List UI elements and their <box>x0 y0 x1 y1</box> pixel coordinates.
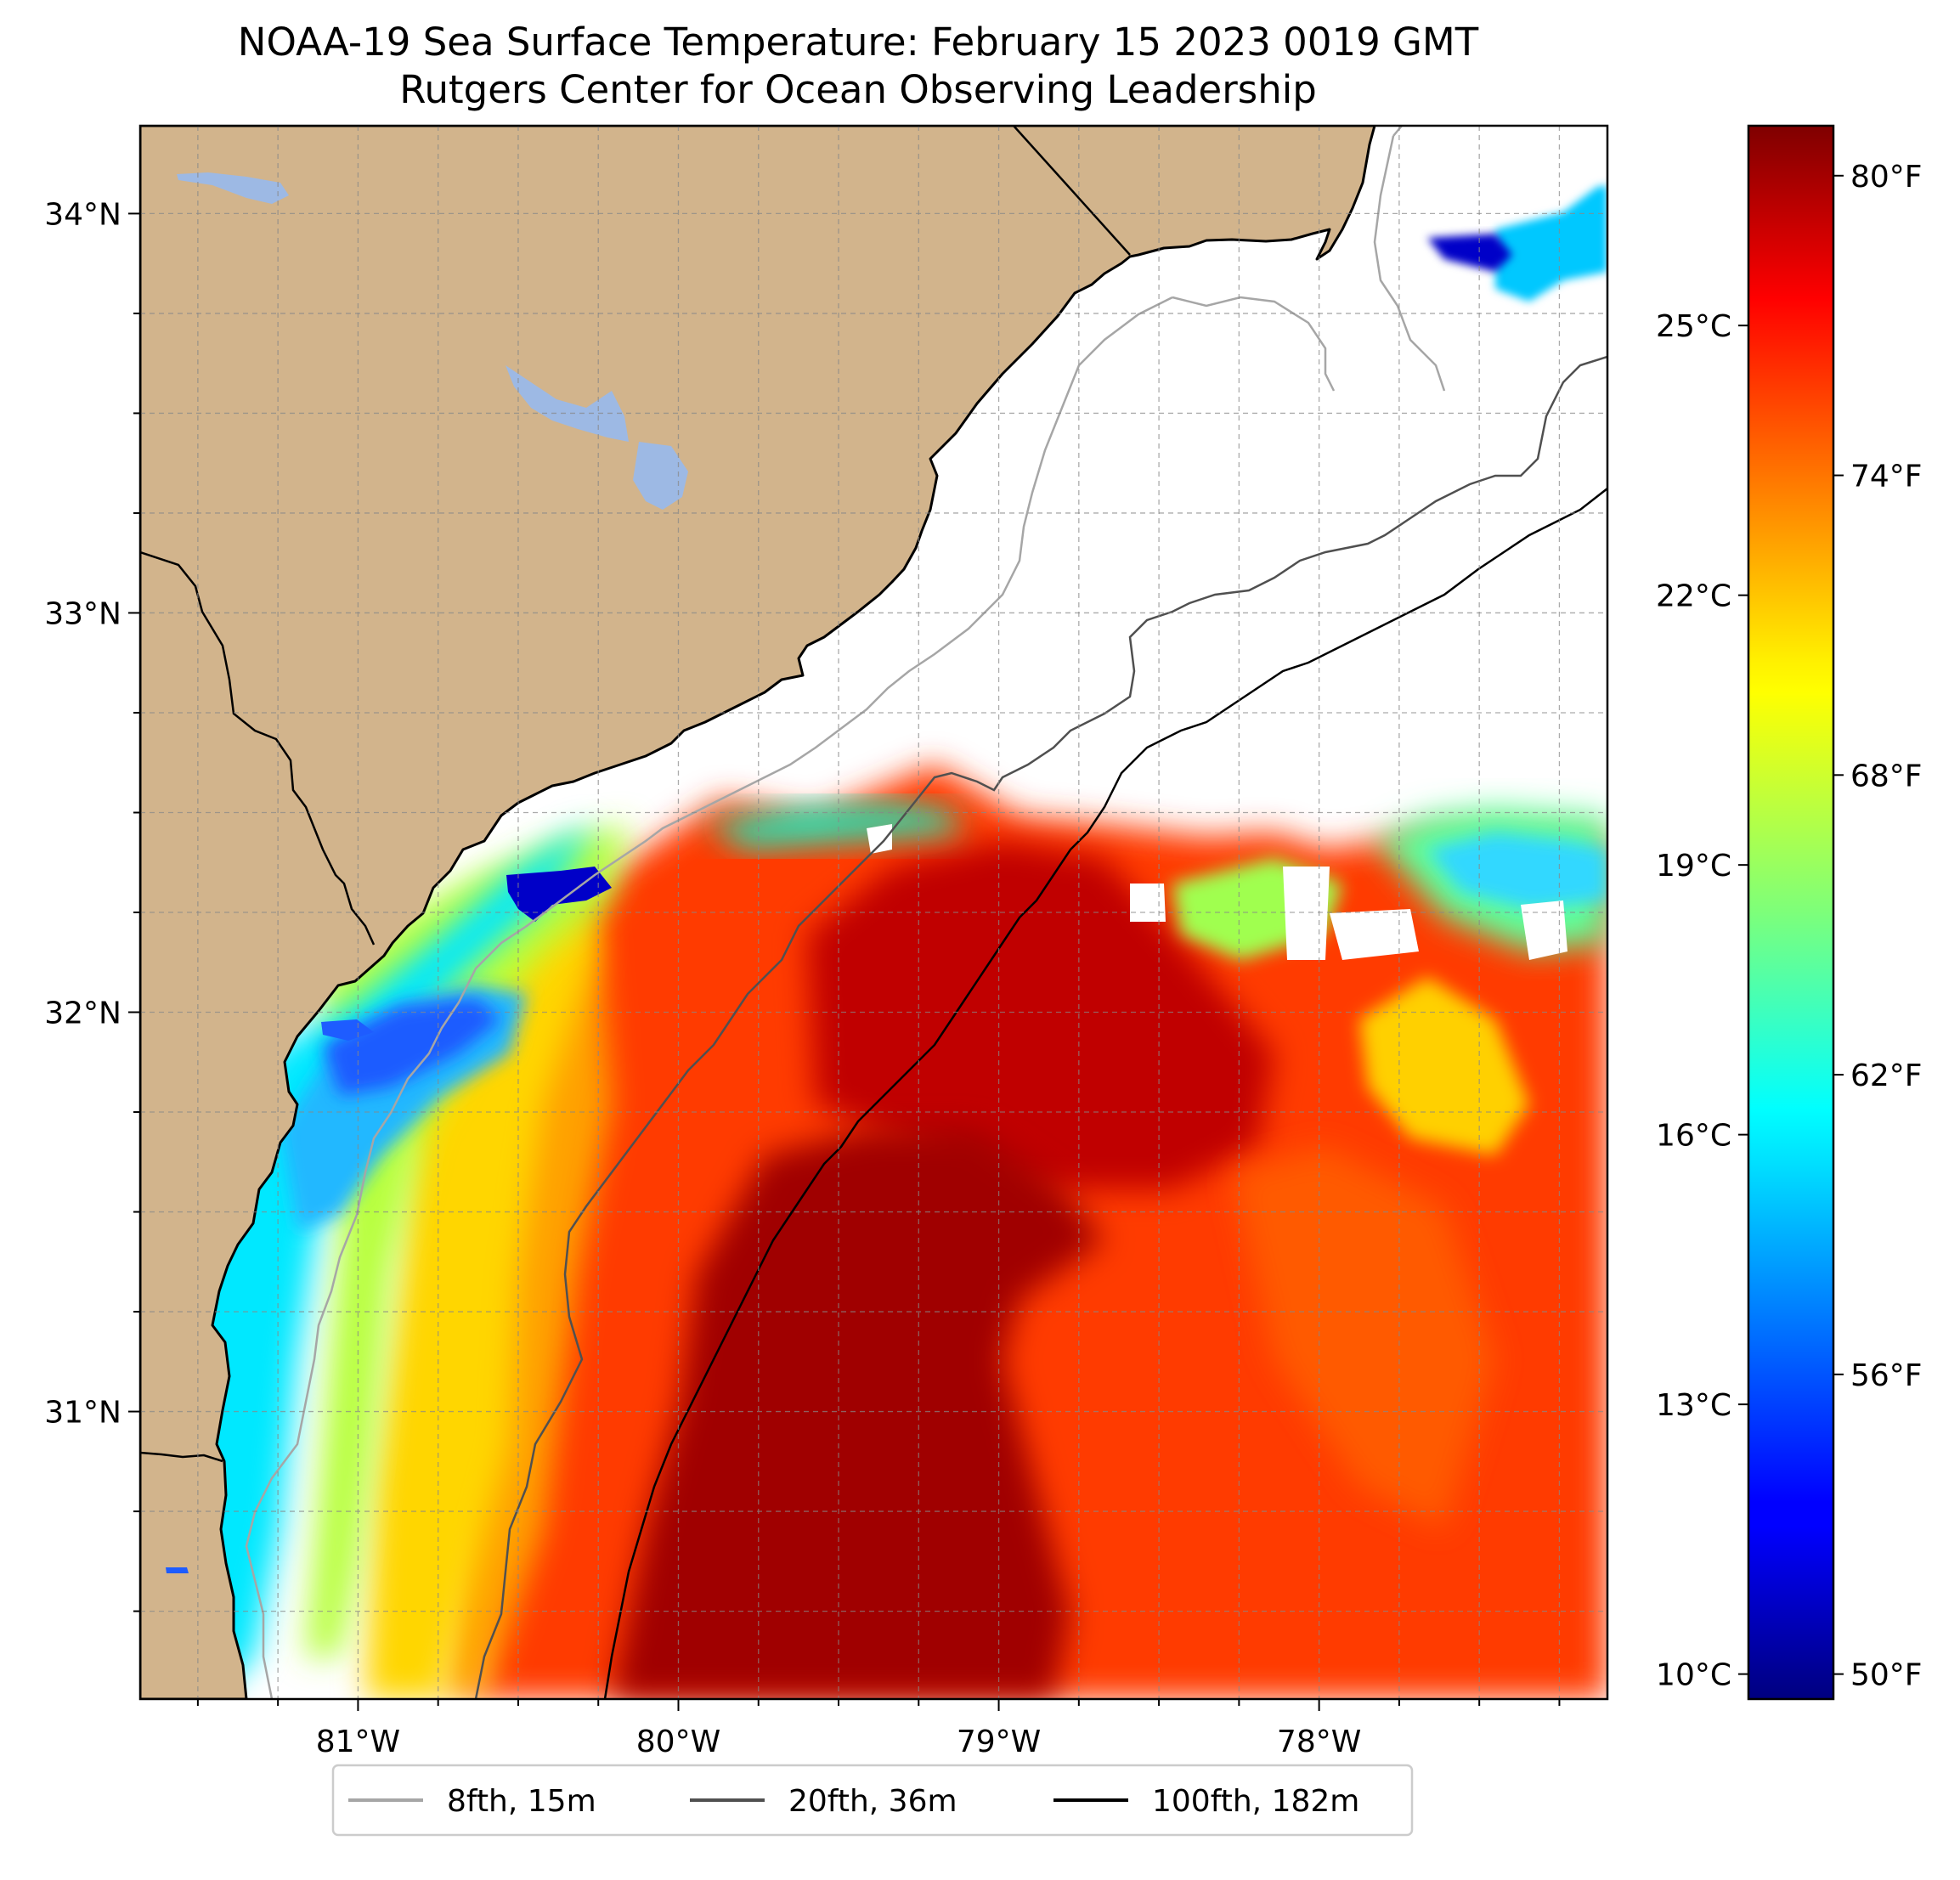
map-area <box>140 126 1607 1699</box>
state-border <box>1013 126 1131 256</box>
map-subtitle: Rutgers Center for Ocean Observing Leade… <box>399 67 1317 112</box>
lake <box>633 442 688 510</box>
map-ticks: 81°W 80°W 79°W 78°W 31°N 32°N 33°N 34°N <box>44 197 1561 1759</box>
cold-nearshore-patch <box>506 867 612 922</box>
legend-label: 8fth, 15m <box>447 1784 596 1819</box>
legend-box <box>331 1764 1414 1837</box>
sst-cyan-nearshore <box>153 824 595 1699</box>
sst-yellow-patches <box>1359 977 1529 1155</box>
lon-tick-label: 80°W <box>636 1725 720 1759</box>
sst-dark-blue-nearshore <box>323 998 501 1096</box>
cold-inlet-patch <box>321 1019 374 1041</box>
cold-inlet-patch <box>166 1567 189 1573</box>
cloud-hole <box>1130 884 1166 922</box>
celsius-tick-label: 25°C <box>1656 309 1731 344</box>
lat-tick-label: 32°N <box>44 996 121 1031</box>
state-border <box>140 1451 223 1463</box>
legend-label: 20fth, 36m <box>788 1784 957 1819</box>
celsius-tick-label: 19°C <box>1656 849 1731 884</box>
fahrenheit-tick-label: 74°F <box>1850 460 1923 494</box>
isobath-20fth <box>474 355 1607 1699</box>
legend: 8fth, 15m 20fth, 36m 100fth, 182m <box>348 1784 1359 1819</box>
isobath-8fth-north <box>1172 296 1336 392</box>
sst-ne-dark-patch <box>1427 234 1512 272</box>
cloud-hole <box>1283 867 1330 960</box>
cloud-hole <box>1521 900 1567 960</box>
colorbar-ticks: 50°F 56°F 62°F 68°F 74°F 80°F 10°C 13°C 16°C 19°C… <box>1656 160 1922 1693</box>
sst-gulf-stream-core <box>612 1130 1104 1699</box>
celsius-tick-label: 16°C <box>1656 1119 1731 1154</box>
cloud-hole <box>867 824 892 854</box>
lon-tick-label: 79°W <box>957 1725 1041 1759</box>
legend-label: 100fth, 182m <box>1152 1784 1359 1819</box>
celsius-tick-label: 10°C <box>1656 1658 1731 1693</box>
fahrenheit-tick-label: 50°F <box>1850 1658 1923 1693</box>
lat-tick-label: 33°N <box>44 596 121 631</box>
map-title: NOAA-19 Sea Surface Temperature: Februar… <box>237 20 1479 65</box>
celsius-tick-label: 13°C <box>1656 1388 1731 1423</box>
lake <box>506 365 629 442</box>
colorbar <box>1747 124 1835 1701</box>
sst-green-north-strip <box>705 803 960 850</box>
isobath-100fth <box>603 488 1607 1699</box>
sst-hot-core-north <box>807 841 1274 1189</box>
lon-tick-label: 78°W <box>1277 1725 1361 1759</box>
lat-tick-label: 34°N <box>44 197 121 232</box>
lon-tick-label: 81°W <box>316 1725 400 1759</box>
state-border <box>140 550 376 946</box>
cloud-hole <box>1330 909 1419 960</box>
fahrenheit-tick-label: 80°F <box>1850 160 1923 195</box>
fahrenheit-tick-label: 56°F <box>1850 1358 1923 1393</box>
isobath-8fth <box>245 126 1446 1699</box>
lake <box>177 172 289 204</box>
fahrenheit-tick-label: 68°F <box>1850 759 1923 793</box>
lat-tick-label: 31°N <box>44 1396 121 1431</box>
land-mass <box>140 126 1376 1699</box>
celsius-tick-label: 22°C <box>1656 579 1731 614</box>
sst-cyan-east-patch <box>1427 833 1607 909</box>
gridlines <box>140 126 1607 1699</box>
sst-ne-cyan-patch <box>1495 185 1607 302</box>
fahrenheit-tick-label: 62°F <box>1850 1059 1923 1093</box>
sst-east-orange <box>1232 1147 1495 1529</box>
